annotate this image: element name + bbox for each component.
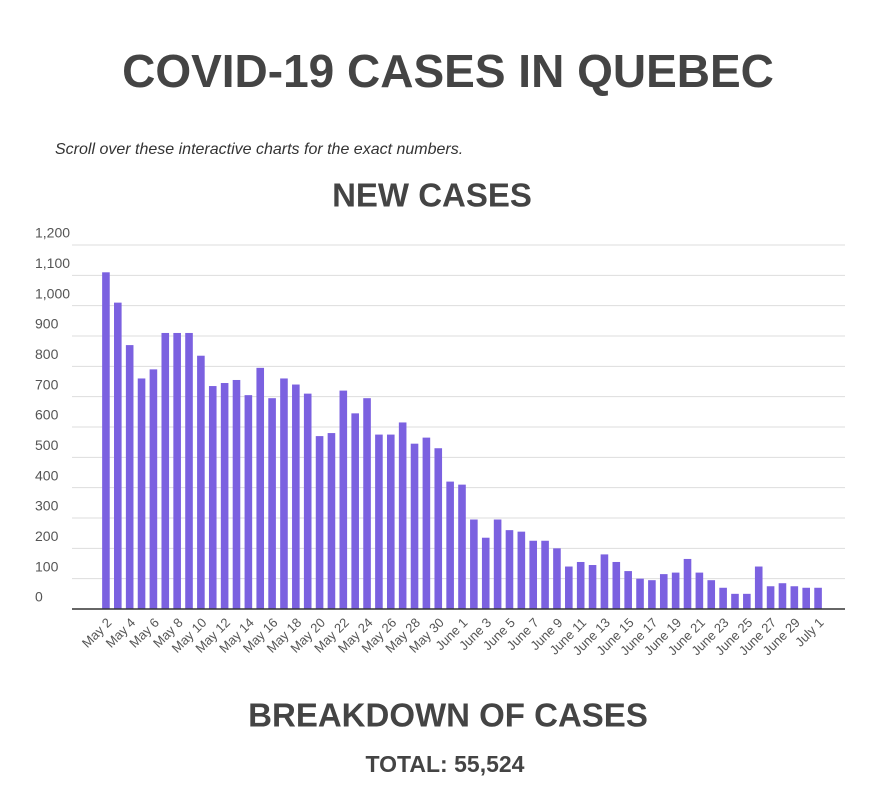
- y-tick-label: 500: [35, 437, 59, 453]
- bar: [208, 386, 217, 609]
- y-tick-label: 0: [35, 589, 43, 605]
- bar: [315, 436, 324, 609]
- bar: [719, 587, 727, 609]
- y-tick-label: 900: [35, 316, 59, 332]
- bar: [505, 530, 514, 609]
- bar: [137, 378, 146, 609]
- bar: [541, 540, 549, 609]
- bar: [339, 390, 348, 609]
- bar: [671, 572, 680, 609]
- bar: [351, 413, 359, 609]
- y-tick-label: 1,200: [35, 225, 70, 241]
- bar: [481, 537, 490, 609]
- y-tick-label: 700: [35, 376, 59, 392]
- subtitle: Scroll over these interactive charts for…: [55, 141, 463, 158]
- bar: [410, 443, 419, 609]
- bar: [576, 561, 585, 609]
- bar: [565, 566, 573, 609]
- bar: [197, 355, 205, 609]
- bar: [292, 384, 300, 609]
- bar: [707, 580, 716, 609]
- bar: [280, 378, 288, 609]
- bar: [754, 566, 763, 609]
- bar: [683, 558, 692, 609]
- bar: [529, 540, 538, 609]
- bar: [244, 395, 253, 609]
- bar: [612, 561, 621, 609]
- bar: [600, 554, 609, 609]
- bar: [232, 379, 241, 609]
- y-tick-label: 200: [35, 528, 59, 544]
- bar: [446, 481, 454, 609]
- bar: [303, 393, 312, 609]
- bar: [422, 437, 431, 609]
- y-tick-label: 400: [35, 467, 59, 483]
- bar: [624, 571, 632, 609]
- bar: [173, 332, 181, 609]
- total: TOTAL: 55,524: [366, 751, 525, 777]
- bar: [731, 593, 739, 609]
- y-tick-label: 600: [35, 407, 59, 423]
- bar: [790, 586, 799, 609]
- bar: [493, 519, 502, 609]
- chart-title: NEW CASES: [332, 177, 532, 214]
- bar: [814, 587, 822, 609]
- bar: [766, 586, 775, 609]
- bar: [802, 587, 810, 609]
- bar: [386, 434, 395, 609]
- bar: [659, 574, 668, 609]
- bar: [778, 583, 787, 609]
- bar: [458, 484, 466, 609]
- bar: [161, 332, 170, 609]
- bar: [398, 422, 407, 609]
- y-tick-label: 100: [35, 558, 59, 574]
- bar: [695, 572, 704, 609]
- bar: [268, 398, 276, 609]
- bar: [149, 369, 158, 609]
- bar: [327, 433, 336, 609]
- bar: [470, 519, 478, 609]
- bar: [125, 345, 134, 609]
- page-title: COVID-19 CASES IN QUEBEC: [122, 45, 774, 97]
- bar: [434, 448, 443, 609]
- y-tick-label: 300: [35, 498, 59, 514]
- section-title: BREAKDOWN OF CASES: [248, 697, 648, 734]
- y-tick-label: 1,100: [35, 255, 70, 271]
- bar: [102, 272, 110, 609]
- bar: [588, 565, 597, 609]
- bar: [256, 367, 265, 609]
- bar: [648, 580, 656, 609]
- bar: [363, 398, 371, 609]
- bar: [185, 332, 193, 609]
- bar: [553, 548, 561, 609]
- y-tick-label: 800: [35, 346, 59, 362]
- bar: [114, 302, 122, 609]
- bar: [743, 593, 751, 609]
- bar: [517, 531, 526, 609]
- bar: [220, 383, 229, 609]
- bar: [375, 434, 383, 609]
- bar: [636, 578, 644, 609]
- y-tick-label: 1,000: [35, 285, 70, 301]
